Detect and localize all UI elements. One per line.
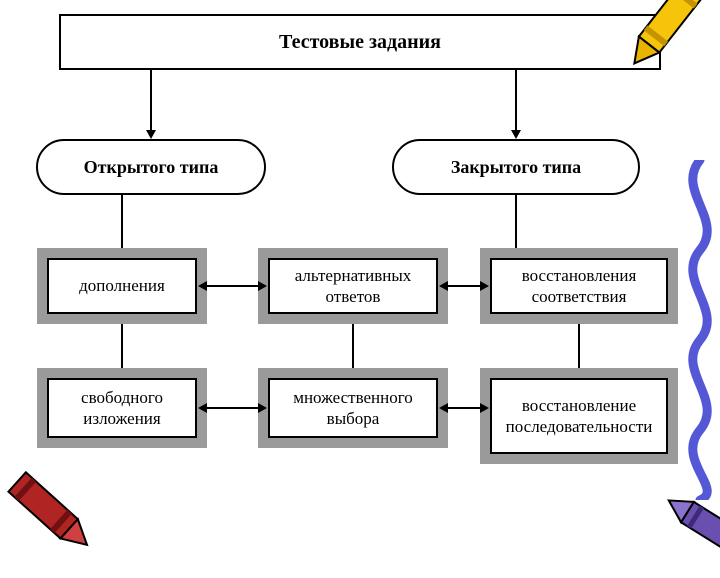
open-type-box: Открытого типа	[36, 139, 266, 195]
h-arrow-1a-r	[258, 281, 267, 291]
h-arrow-1a	[206, 285, 259, 287]
h-arrow-2a	[206, 407, 259, 409]
h-arrow-1b-r	[480, 281, 489, 291]
h-arrow-2b-r	[480, 403, 489, 413]
h-arrow-2b-l	[439, 403, 448, 413]
svobod-box: свободного изложения	[47, 378, 197, 438]
dopoln-label: дополнения	[79, 275, 165, 296]
crayon-red-icon	[0, 452, 112, 572]
h-arrow-2a-l	[198, 403, 207, 413]
mnozh-label: множественного выбора	[270, 387, 436, 430]
title-label: Тестовые задания	[279, 31, 441, 54]
crayon-yellow-icon	[618, 0, 708, 90]
vosst-p-label: восстановление последовательности	[492, 395, 666, 438]
arrow-title-closed	[515, 70, 517, 132]
closed-type-label: Закрытого типа	[451, 157, 581, 178]
v-link-2	[352, 324, 354, 368]
open-type-label: Открытого типа	[84, 157, 219, 178]
arrow-head-title-closed	[511, 130, 521, 139]
h-arrow-2b	[447, 407, 481, 409]
closed-type-box: Закрытого типа	[392, 139, 640, 195]
arrow-head-title-open	[146, 130, 156, 139]
dopoln-box: дополнения	[47, 258, 197, 314]
h-arrow-2a-r	[258, 403, 267, 413]
h-arrow-1b-l	[439, 281, 448, 291]
squiggle-blue-icon	[670, 160, 720, 500]
v-link-1	[121, 324, 123, 368]
title-box: Тестовые задания	[59, 14, 661, 70]
h-arrow-1a-l	[198, 281, 207, 291]
vosst-p-box: восстановление последовательности	[490, 378, 668, 454]
v-link-3	[578, 324, 580, 368]
h-arrow-1b	[447, 285, 481, 287]
vosst-s-box: восстановления соответствия	[490, 258, 668, 314]
altern-label: альтернативных ответов	[270, 265, 436, 308]
mnozh-box: множественного выбора	[268, 378, 438, 438]
vosst-s-label: восстановления соответствия	[492, 265, 666, 308]
altern-box: альтернативных ответов	[268, 258, 438, 314]
svobod-label: свободного изложения	[49, 387, 195, 430]
arrow-title-open	[150, 70, 152, 132]
